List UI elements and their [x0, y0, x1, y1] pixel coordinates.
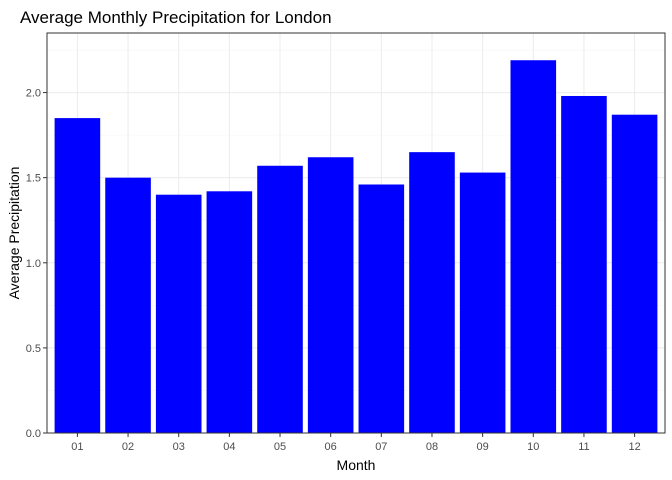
bar-11 [561, 95, 607, 433]
bar-12 [611, 114, 658, 434]
bar-01 [54, 118, 101, 433]
x-tick-label: 02 [122, 441, 134, 453]
y-tick-label: 1.5 [26, 173, 41, 185]
y-tick-label: 0.5 [26, 343, 41, 355]
bar-07 [358, 184, 405, 433]
chart-title: Average Monthly Precipitation for London [20, 8, 332, 27]
bar-06 [307, 157, 354, 434]
bar-10 [510, 60, 557, 434]
bars [54, 60, 658, 434]
bar-02 [105, 177, 151, 433]
x-tick-label: 09 [477, 441, 489, 453]
x-tick-label: 08 [426, 441, 438, 453]
y-axis: 0.0 0.5 1.0 1.5 2.0 [26, 88, 47, 440]
x-tick-label: 05 [274, 441, 286, 453]
bar-04 [206, 191, 253, 433]
x-axis: 01 02 03 04 05 06 07 08 09 10 11 12 [71, 433, 641, 453]
bar-09 [459, 172, 506, 433]
x-tick-label: 12 [628, 441, 640, 453]
bar-08 [409, 152, 455, 434]
x-tick-label: 03 [173, 441, 185, 453]
x-tick-label: 11 [578, 441, 589, 453]
x-tick-label: 10 [527, 441, 539, 453]
y-axis-title: Average Precipitation [6, 167, 22, 300]
x-axis-title: Month [337, 457, 376, 473]
x-tick-label: 07 [375, 441, 387, 453]
plot-panel-border [46, 32, 666, 434]
x-tick-label: 01 [71, 441, 83, 453]
y-tick-label: 1.0 [26, 258, 41, 270]
x-tick-label: 04 [223, 441, 235, 453]
bar-03 [155, 194, 202, 433]
x-tick-label: 06 [325, 441, 337, 453]
bar-05 [257, 165, 303, 433]
y-tick-label: 0.0 [26, 428, 41, 440]
y-tick-label: 2.0 [26, 88, 41, 100]
